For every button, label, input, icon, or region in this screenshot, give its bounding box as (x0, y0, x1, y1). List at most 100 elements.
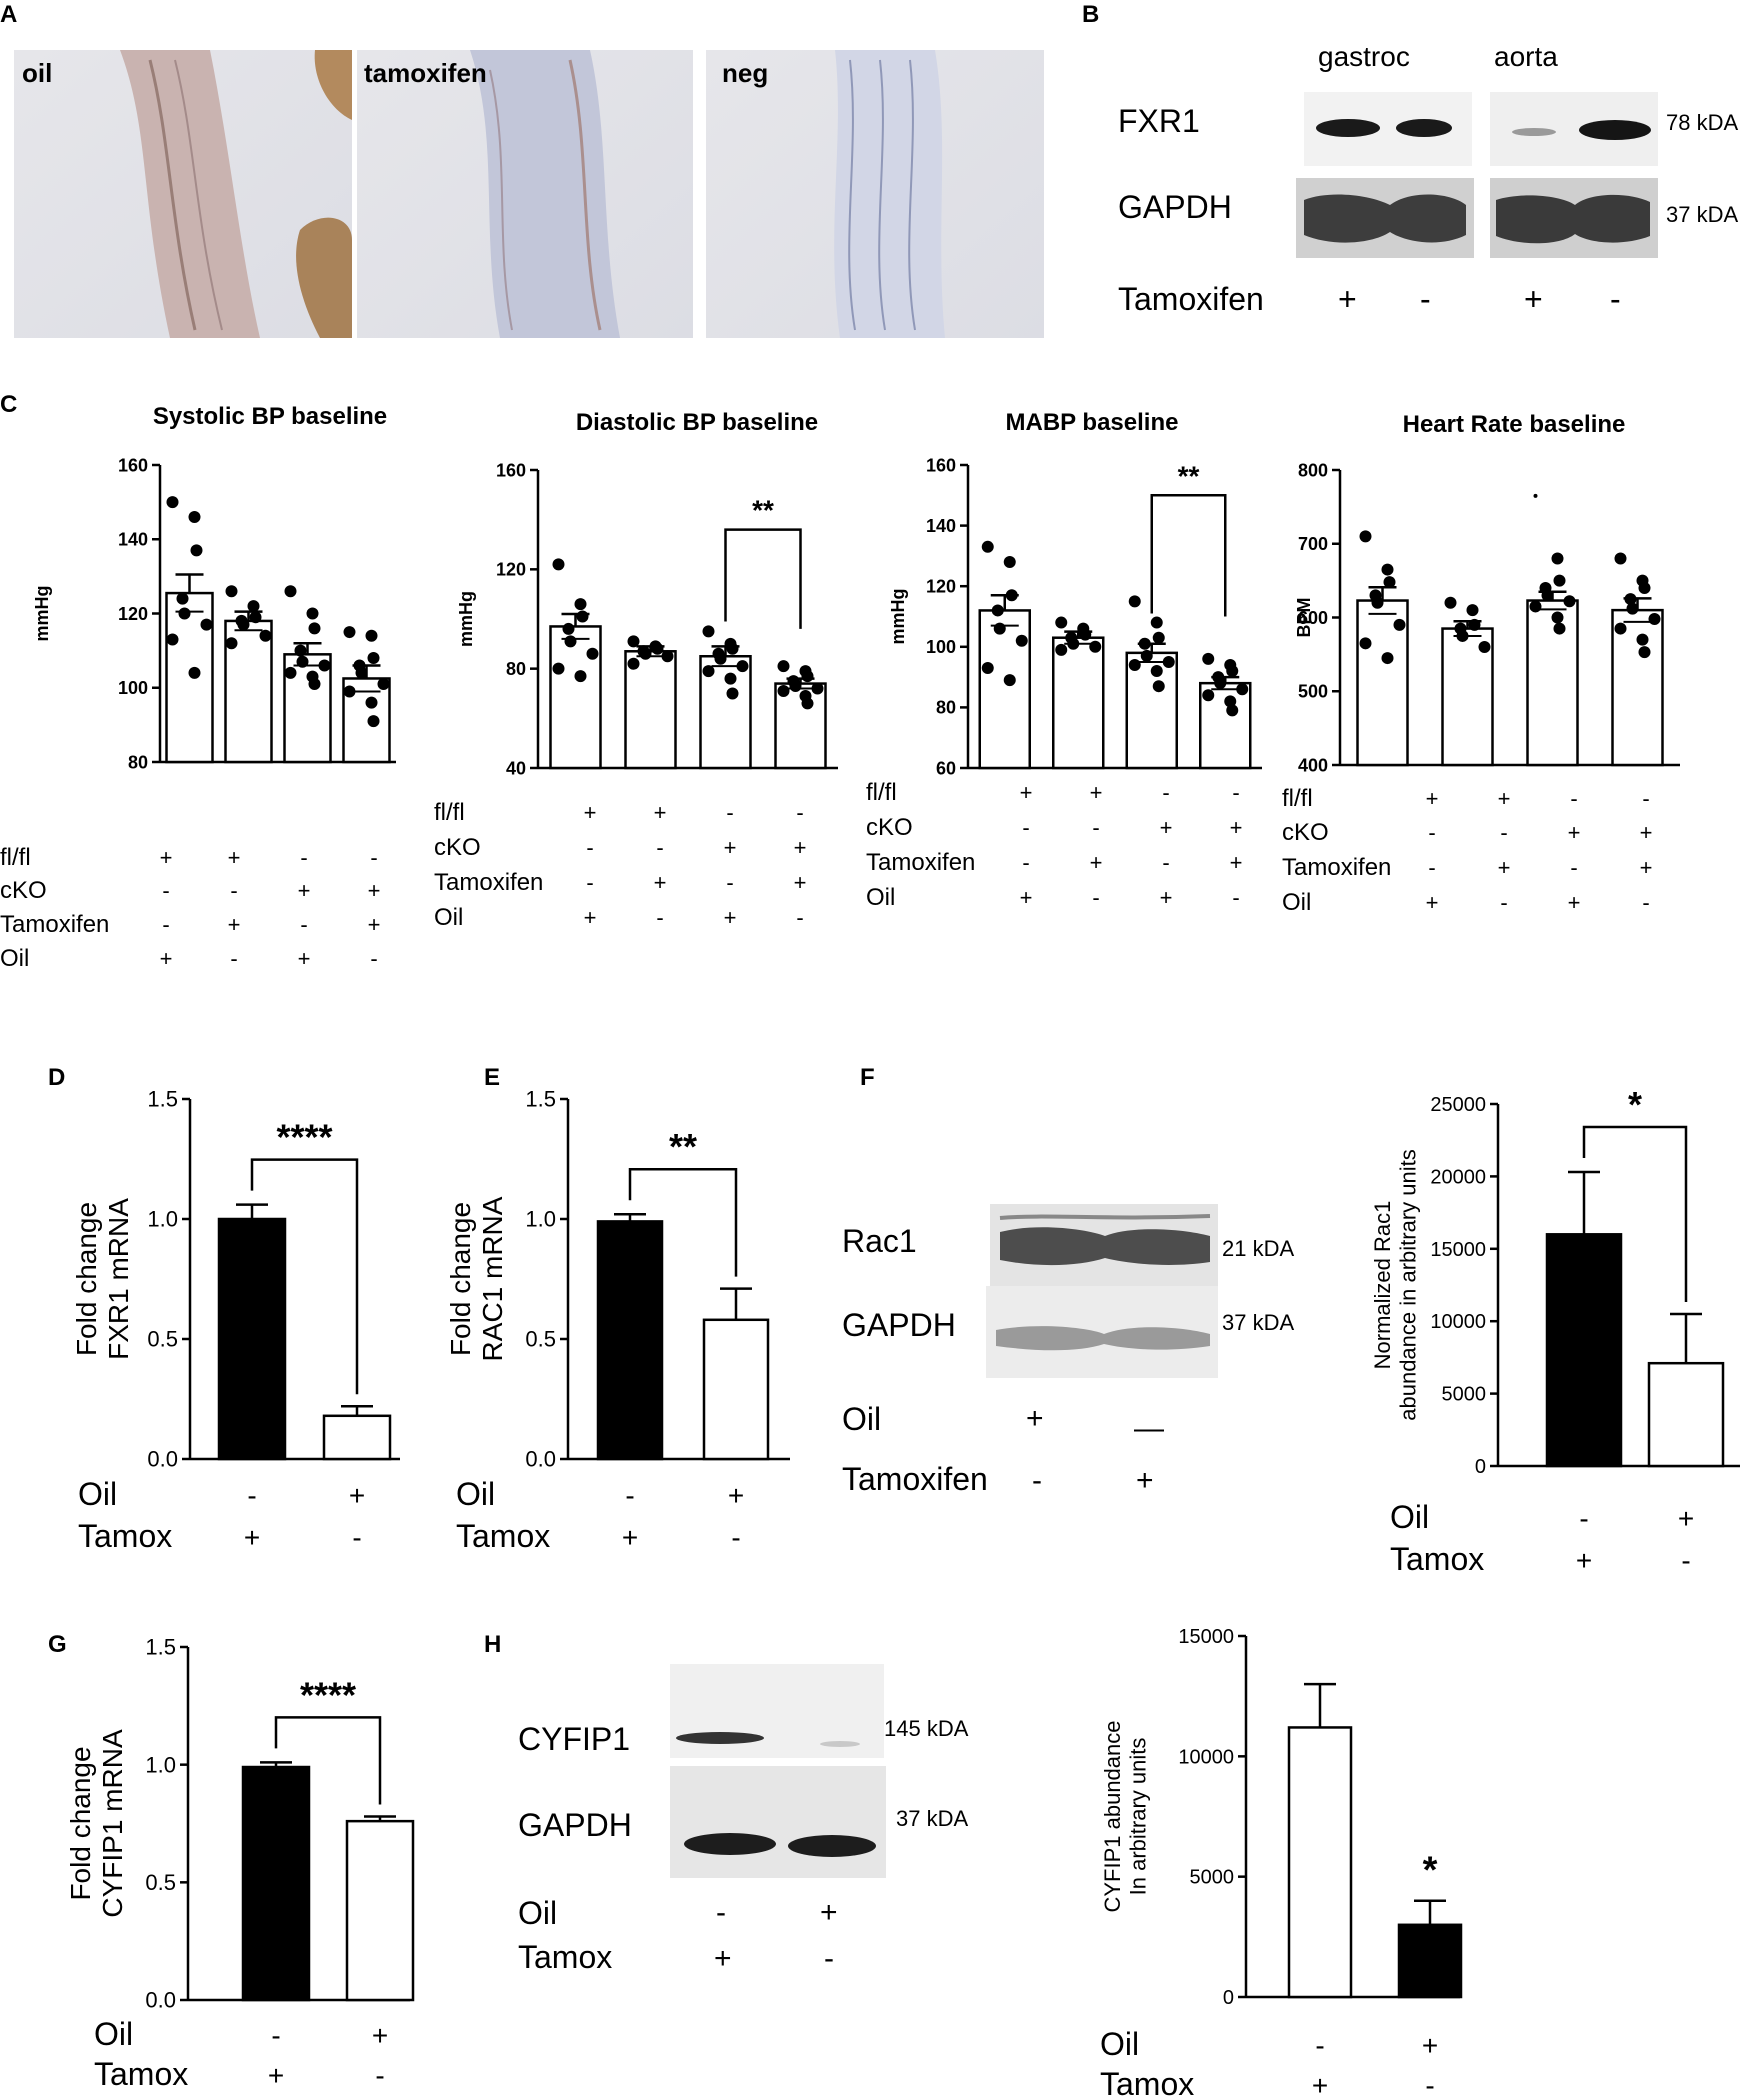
condition-sign-F-1-0: + (1576, 1545, 1592, 1576)
y-tick-label-E-0: 0.0 (525, 1447, 556, 1472)
blot-h-oil-sign-1: - (716, 1896, 726, 1929)
data-point-C4-3-5 (1648, 612, 1661, 625)
data-point-C3-3-8 (1226, 704, 1239, 717)
bar-C1-0 (165, 591, 214, 764)
data-point-C3-1-4 (1067, 637, 1080, 650)
condition-label-C3-1: cKO (866, 814, 913, 841)
bar-G-0 (241, 1765, 311, 2002)
blot-b-protein-gapdh: GAPDH (1118, 189, 1232, 225)
bar-H-0 (1287, 1726, 1353, 1999)
significance-bracket-F (1582, 1125, 1688, 1302)
data-point-C4-1-0 (1444, 596, 1457, 609)
condition-sign-C4-0-0: + (1426, 786, 1439, 811)
condition-sign-C2-2-2: - (726, 870, 733, 895)
data-point-C3-2-8 (1152, 680, 1165, 693)
y-tick-label-C1-2: 120 (118, 604, 148, 624)
y-tick-label-F-4: 20000 (1430, 1166, 1486, 1188)
data-point-C4-1-2 (1468, 618, 1481, 631)
y-tick-label-C3-5: 160 (926, 455, 956, 475)
data-point-C1-3-1 (365, 629, 378, 642)
panel-letter-f: F (860, 1064, 875, 1091)
condition-sign-C2-3-1: - (656, 905, 663, 930)
y-tick-label-C1-1: 100 (118, 678, 148, 698)
blot-b-sign-3: + (1524, 281, 1543, 317)
data-point-C1-0-7 (188, 666, 201, 679)
blot-f-oil-sign-2: — (1134, 1412, 1164, 1445)
data-point-C1-0-4 (178, 607, 191, 620)
condition-label-C4-1: cKO (1282, 819, 1329, 846)
condition-sign-C4-2-0: - (1428, 855, 1435, 880)
y-tick-label-G-2: 1.0 (145, 1752, 176, 1777)
condition-sign-C2-0-0: + (584, 800, 597, 825)
data-point-C1-2-2 (308, 622, 321, 635)
data-point-C3-2-1 (1150, 616, 1163, 629)
y-axis-title-line: FXR1 mRNA (103, 1198, 134, 1360)
data-point-C4-1-5 (1478, 641, 1491, 653)
blot-b-protein-fxr1: FXR1 (1118, 103, 1200, 139)
y-tick-label-C3-3: 120 (926, 577, 956, 597)
data-point-C4-0-4 (1371, 596, 1384, 609)
data-point-C1-3-8 (367, 715, 380, 728)
data-point-C4-0-2 (1383, 576, 1396, 589)
data-point-C3-0-2 (1005, 589, 1018, 602)
condition-sign-C3-3-3: - (1232, 885, 1239, 910)
bar-C3-1 (1052, 636, 1105, 770)
y-tick-label-D-2: 1.0 (147, 1207, 178, 1232)
blot-b-gapdh-aorta (1490, 178, 1658, 258)
blot-h-protein-cyfip1: CYFIP1 (518, 1721, 630, 1757)
bar-C2-0 (549, 625, 602, 770)
condition-label-C3-2: Tamoxifen (866, 849, 975, 876)
data-point-C4-3-8 (1638, 646, 1651, 659)
condition-label-E-0: Oil (456, 1476, 495, 1512)
condition-sign-C2-1-1: - (656, 835, 663, 860)
y-axis-title-line: CYFIP1 mRNA (97, 1729, 128, 1918)
condition-sign-C1-1-2: + (298, 878, 311, 903)
blot-b-sign-1: + (1338, 281, 1357, 317)
data-point-C1-0-2 (190, 544, 203, 557)
data-point-C2-2-8 (726, 687, 739, 700)
condition-label-E-1: Tamox (456, 1518, 550, 1554)
condition-label-C2-0: fl/fl (434, 799, 465, 826)
condition-label-C1-2: Tamoxifen (0, 911, 109, 938)
y-axis-title-C4: BPM (1294, 598, 1314, 638)
y-tick-label-H-3: 15000 (1178, 1626, 1234, 1648)
y-tick-label-G-0: 0.0 (145, 1988, 176, 2013)
data-point-C3-0-0 (981, 540, 994, 553)
y-tick-label-C3-0: 60 (936, 758, 956, 778)
data-point-C2-2-6 (702, 665, 715, 678)
condition-label-G-1: Tamox (94, 2056, 188, 2092)
data-point-C2-2-7 (724, 672, 737, 685)
data-point-C2-3-4 (789, 680, 802, 693)
condition-sign-C1-2-3: + (368, 912, 381, 937)
data-point-C2-0-4 (564, 635, 577, 648)
blot-b-kda-37: 37 kDA (1666, 202, 1738, 227)
blot-b-fxr1-aorta (1490, 92, 1658, 166)
condition-sign-C3-2-2: - (1162, 850, 1169, 875)
condition-sign-C4-3-3: - (1642, 890, 1649, 915)
condition-label-D-1: Tamox (78, 1518, 172, 1554)
condition-sign-E-0-1: + (728, 1480, 744, 1511)
condition-sign-C4-0-3: - (1642, 786, 1649, 811)
y-axis-title-F: Normalized Rac1abundance in arbitrary un… (1370, 1149, 1420, 1421)
condition-sign-C1-2-2: - (300, 912, 307, 937)
data-point-C4-2-4 (1541, 589, 1554, 602)
significance-label-E: ** (669, 1126, 697, 1167)
data-point-C3-1-2 (1079, 628, 1092, 641)
data-point-C1-2-8 (308, 678, 321, 691)
data-point-C4-2-6 (1529, 600, 1542, 613)
data-point-C4-0-5 (1393, 618, 1406, 631)
y-axis-title-line: Fold change (65, 1746, 96, 1900)
blot-b-sign-4: - (1610, 281, 1621, 317)
data-point-C3-2-7 (1150, 665, 1163, 678)
chart-rac1-abundance: 0 5000 10000 15000 20000 25000 Normalized Rac1… (1370, 1084, 1740, 1577)
y-axis-title-H: CYFIP1 abundanceIn arbitrary units (1100, 1720, 1150, 1912)
data-point-C4-2-8 (1553, 622, 1566, 635)
blot-h-row-tamox: Tamox (518, 1939, 612, 1975)
data-point-C2-2-0 (702, 625, 715, 638)
blot-h-oil-sign-2: + (820, 1896, 838, 1929)
condition-label-H-1: Tamox (1100, 2066, 1194, 2100)
condition-sign-C2-0-3: - (796, 800, 803, 825)
condition-sign-C3-0-2: - (1162, 780, 1169, 805)
blot-h-row-oil: Oil (518, 1895, 557, 1931)
condition-sign-C3-2-0: - (1022, 850, 1029, 875)
